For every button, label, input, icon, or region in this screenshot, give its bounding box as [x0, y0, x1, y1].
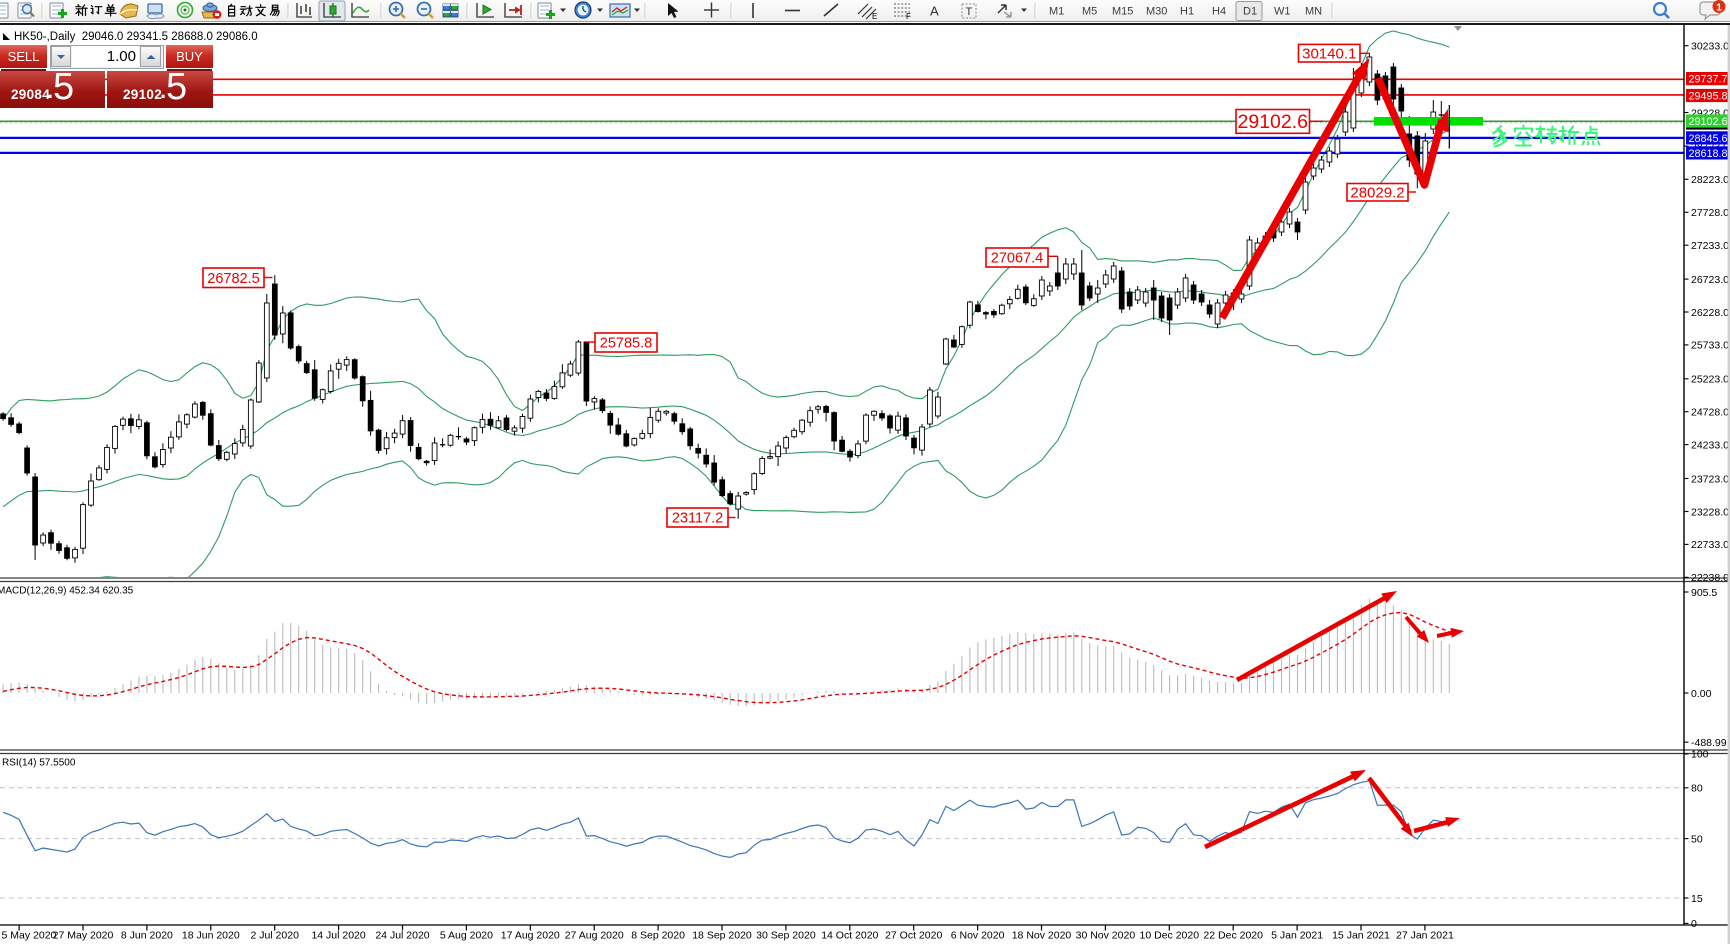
svg-text:M15: M15: [1112, 6, 1133, 18]
svg-text:30 Sep 2020: 30 Sep 2020: [756, 930, 816, 942]
svg-text:18 Nov 2020: 18 Nov 2020: [1012, 930, 1072, 942]
svg-text:M30: M30: [1146, 6, 1167, 18]
svg-text:MACD(12,26,9) 452.34 620.35: MACD(12,26,9) 452.34 620.35: [0, 586, 134, 597]
svg-text:24 Jul 2020: 24 Jul 2020: [375, 930, 429, 942]
svg-text:5 Jan 2021: 5 Jan 2021: [1271, 930, 1323, 942]
svg-text:F: F: [906, 12, 911, 21]
svg-text:28845.6: 28845.6: [1688, 133, 1727, 145]
svg-text:8 Sep 2020: 8 Sep 2020: [631, 930, 685, 942]
svg-text:-488.99: -488.99: [1691, 737, 1727, 749]
svg-text:23723.0: 23723.0: [1691, 473, 1729, 485]
svg-text:10 Dec 2020: 10 Dec 2020: [1140, 930, 1200, 942]
svg-text:HK50-,Daily 29046.0 29341.5 2: HK50-,Daily 29046.0 29341.5 28688.0 2908…: [14, 31, 258, 43]
svg-text:18 Sep 2020: 18 Sep 2020: [692, 930, 752, 942]
svg-text:23117.2: 23117.2: [672, 511, 723, 527]
svg-text:80: 80: [1691, 783, 1703, 795]
svg-text:2 Jul 2020: 2 Jul 2020: [250, 930, 299, 942]
svg-text:29495.8: 29495.8: [1688, 90, 1727, 102]
svg-text:29102.6: 29102.6: [1238, 111, 1309, 133]
svg-text:18 Jun 2020: 18 Jun 2020: [182, 930, 240, 942]
svg-text:H1: H1: [1180, 6, 1194, 18]
svg-text:5 May 2020: 5 May 2020: [2, 930, 57, 942]
svg-text:25223.0: 25223.0: [1691, 374, 1729, 386]
svg-text:8 Jun 2020: 8 Jun 2020: [121, 930, 173, 942]
svg-text:0: 0: [1691, 918, 1697, 930]
svg-text:27 Jan 2021: 27 Jan 2021: [1396, 930, 1454, 942]
svg-text:26723.0: 26723.0: [1691, 274, 1729, 286]
svg-text:15: 15: [1691, 893, 1703, 905]
svg-text:15 Jan 2021: 15 Jan 2021: [1332, 930, 1390, 942]
svg-text:27 May 2020: 27 May 2020: [53, 930, 114, 942]
svg-text:26228.0: 26228.0: [1691, 307, 1729, 319]
svg-text:22 Dec 2020: 22 Dec 2020: [1203, 930, 1263, 942]
svg-text:M1: M1: [1049, 6, 1064, 18]
svg-text:28618.8: 28618.8: [1688, 148, 1727, 160]
svg-text:25785.8: 25785.8: [600, 336, 652, 352]
svg-text:A: A: [930, 4, 939, 19]
svg-text:D1: D1: [1243, 6, 1257, 18]
svg-text:27067.4: 27067.4: [991, 251, 1043, 267]
svg-text:0.00: 0.00: [1691, 688, 1712, 700]
svg-text:24233.0: 24233.0: [1691, 439, 1729, 451]
svg-text:5 Aug 2020: 5 Aug 2020: [440, 930, 493, 942]
svg-text:22733.0: 22733.0: [1691, 539, 1729, 551]
svg-text:6 Nov 2020: 6 Nov 2020: [951, 930, 1005, 942]
svg-text:29737.7: 29737.7: [1688, 74, 1727, 86]
svg-text:14 Jul 2020: 14 Jul 2020: [311, 930, 365, 942]
svg-text:28223.0: 28223.0: [1691, 174, 1729, 186]
svg-text:RSI(14) 57.5500: RSI(14) 57.5500: [2, 758, 76, 769]
svg-text:W1: W1: [1274, 6, 1291, 18]
svg-text:17 Aug 2020: 17 Aug 2020: [501, 930, 560, 942]
svg-text:905.5: 905.5: [1691, 587, 1717, 599]
svg-text:27233.0: 27233.0: [1691, 240, 1729, 252]
svg-text:30233.0: 30233.0: [1691, 41, 1729, 53]
svg-text:H4: H4: [1212, 6, 1226, 18]
svg-text:23228.0: 23228.0: [1691, 506, 1729, 518]
svg-text:22238.0: 22238.0: [1691, 572, 1729, 584]
svg-text:T: T: [966, 6, 973, 18]
svg-text:27 Aug 2020: 27 Aug 2020: [565, 930, 624, 942]
svg-text:E: E: [872, 12, 877, 21]
svg-text:1: 1: [1716, 2, 1722, 14]
svg-text:26782.5: 26782.5: [207, 271, 259, 287]
svg-text:30140.1: 30140.1: [1302, 46, 1356, 63]
svg-text:25733.0: 25733.0: [1691, 340, 1729, 352]
svg-text:28029.2: 28029.2: [1350, 185, 1404, 202]
svg-text:29102.6: 29102.6: [1688, 116, 1727, 128]
svg-text:24728.0: 24728.0: [1691, 407, 1729, 419]
svg-text:30 Nov 2020: 30 Nov 2020: [1076, 930, 1136, 942]
svg-text:27728.0: 27728.0: [1691, 207, 1729, 219]
svg-text:100: 100: [1691, 749, 1709, 761]
svg-text:14 Oct 2020: 14 Oct 2020: [821, 930, 878, 942]
svg-text:M5: M5: [1082, 6, 1097, 18]
svg-text:50: 50: [1691, 833, 1703, 845]
svg-text:MN: MN: [1305, 6, 1322, 18]
svg-text:27 Oct 2020: 27 Oct 2020: [885, 930, 942, 942]
